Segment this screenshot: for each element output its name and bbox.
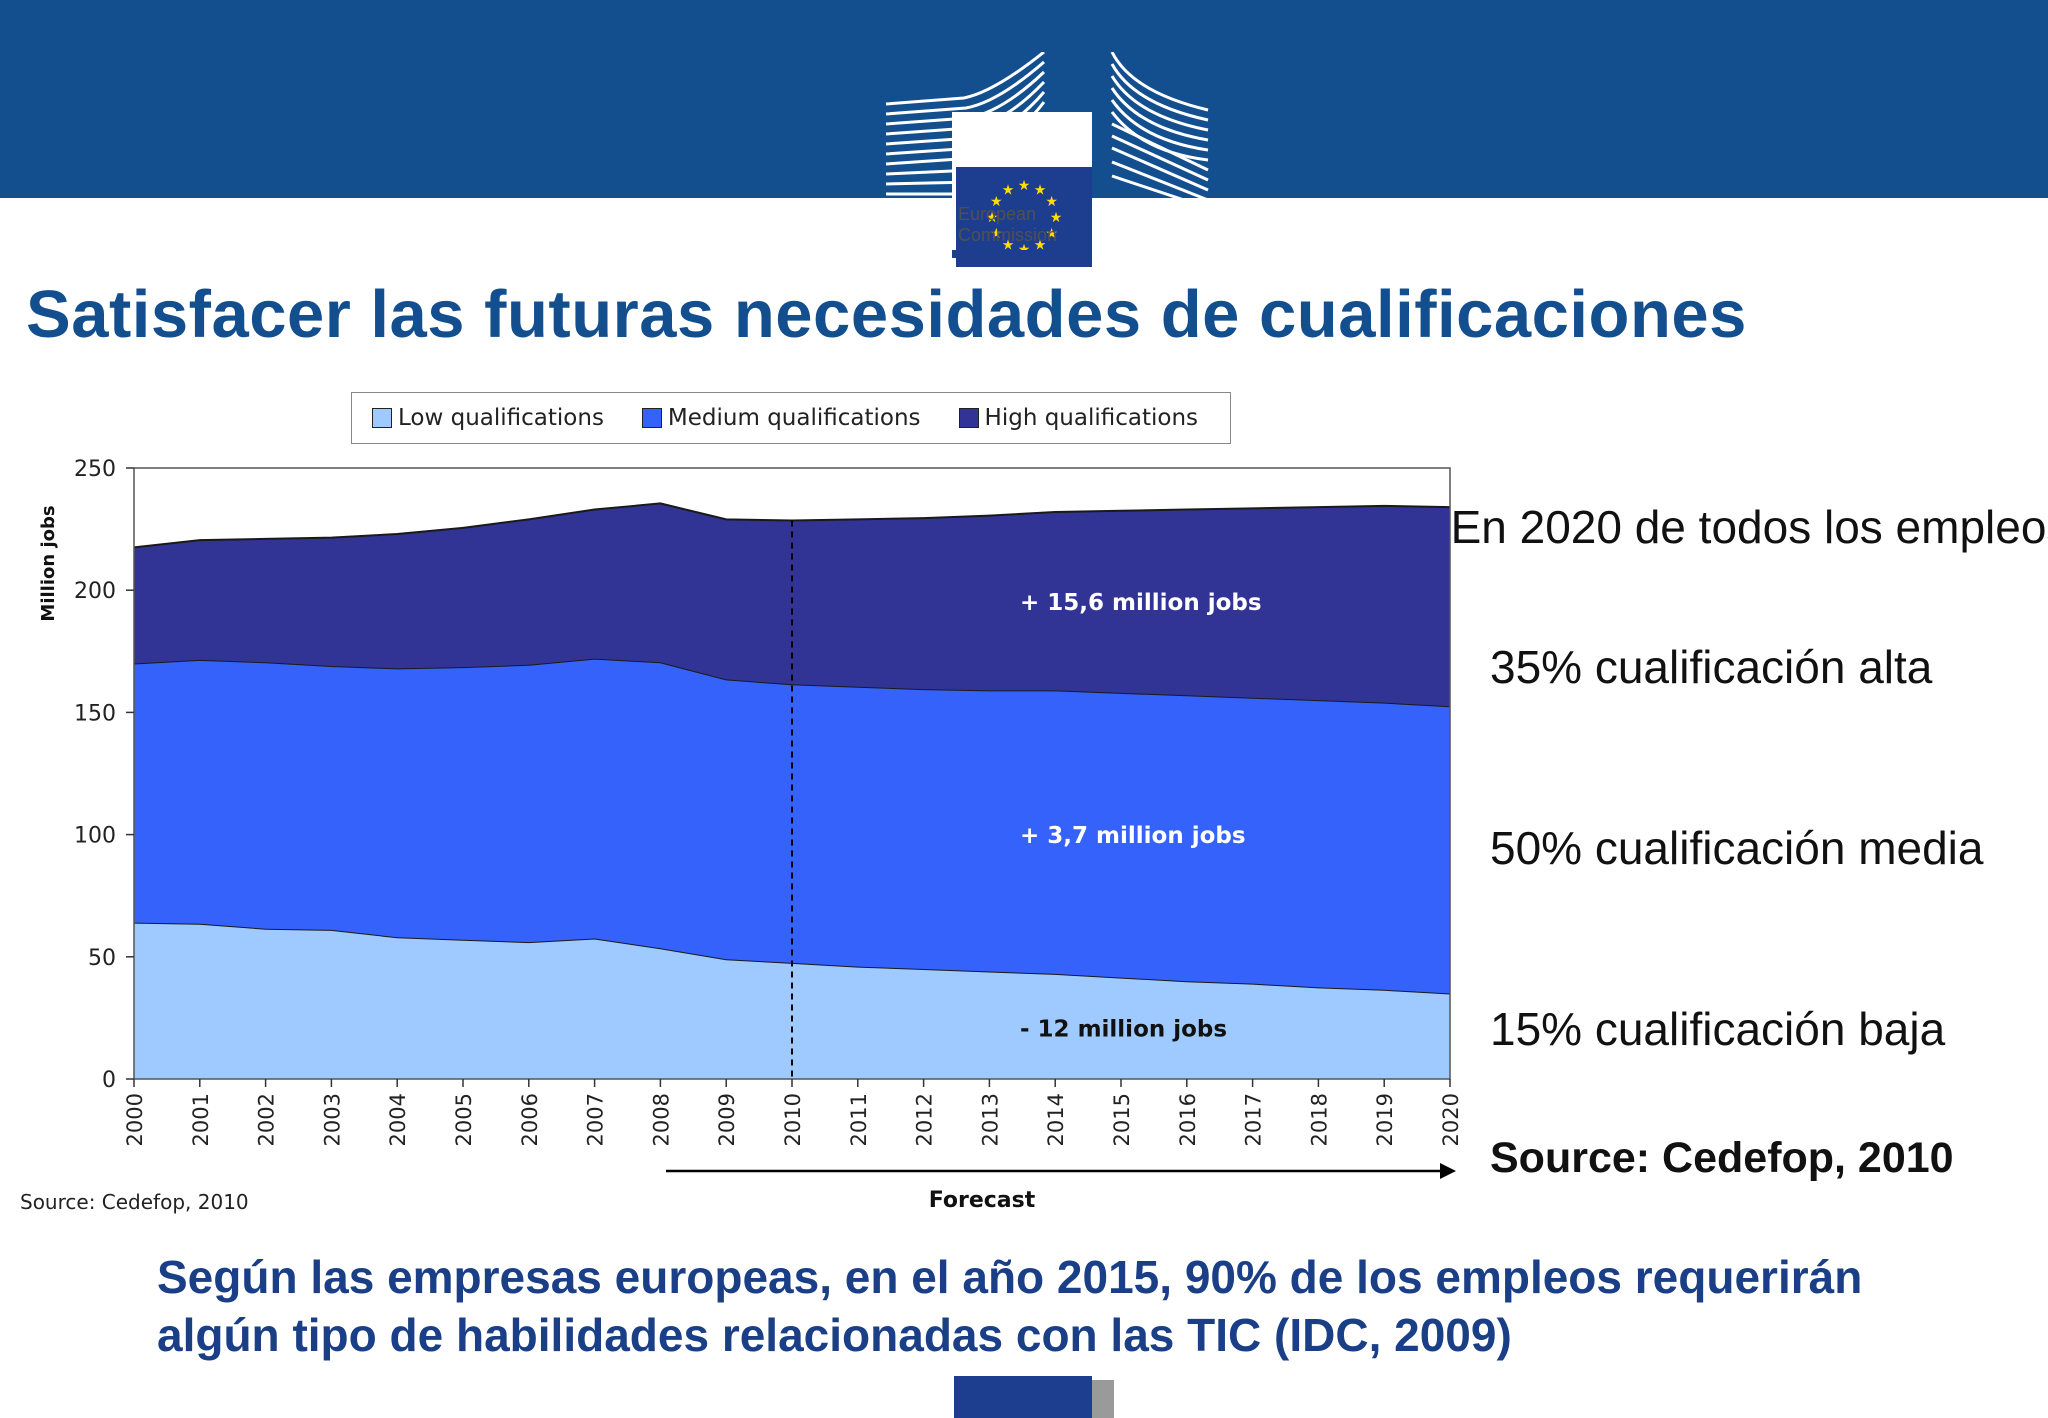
legend-item-medium: Medium qualifications [641, 405, 921, 431]
x-tick-label: 2007 [584, 1093, 608, 1146]
y-tick-label: 200 [74, 579, 116, 604]
x-tick-label: 2012 [913, 1093, 937, 1146]
x-tick-label: 2004 [386, 1093, 410, 1146]
logo-text-line-1: European [958, 204, 1037, 224]
x-tick-label: 2019 [1373, 1093, 1397, 1146]
side-source: Source: Cedefop, 2010 [1490, 1134, 1954, 1182]
logo-underline [952, 250, 1092, 258]
legend-item-high: High qualifications [958, 405, 1199, 431]
side-line-low: 15% cualificación baja [1490, 1003, 1946, 1055]
stacked-area-chart: 0 50 100 150 200 250 Million jobs 2000 2001 2002 2… [38, 457, 1463, 1213]
eu-star-icon: ★ [1034, 182, 1047, 198]
x-tick-label: 2010 [781, 1093, 805, 1146]
logo-text: European Commission [958, 204, 1094, 246]
y-axis-label: Million jobs [38, 505, 59, 621]
side-line-medium: 50% cualificación media [1490, 822, 1984, 874]
x-tick-label: 2001 [189, 1093, 213, 1146]
ec-logo: ★★★★★★★★★★★★ European Commission [884, 52, 1212, 310]
area-series-high [134, 503, 1450, 707]
forecast-label: Forecast [929, 1188, 1036, 1213]
chart-annotation: - 12 million jobs [1020, 1016, 1227, 1042]
x-tick-label: 2013 [978, 1093, 1002, 1146]
x-tick-label: 2017 [1242, 1093, 1266, 1146]
y-tick-label: 150 [74, 701, 116, 726]
x-tick-label: 2011 [847, 1093, 871, 1146]
bottom-statement: Según las empresas europeas, en el año 2… [157, 1251, 1863, 1361]
legend-label-low: Low qualifications [398, 405, 604, 431]
legend-swatch-low [372, 408, 392, 428]
x-tick-label: 2002 [255, 1093, 279, 1146]
x-tick-label: 2000 [123, 1093, 147, 1146]
x-tick-label: 2014 [1044, 1093, 1068, 1146]
legend-label-medium: Medium qualifications [667, 405, 921, 431]
y-tick-label: 50 [88, 946, 116, 971]
footer-grey-block [1092, 1380, 1114, 1418]
logo-text-line-2: Commission [958, 225, 1058, 245]
x-tick-label: 2003 [320, 1093, 344, 1146]
chart-annotation: + 15,6 million jobs [1020, 590, 1262, 616]
eu-star-icon: ★ [990, 226, 1003, 242]
chart-annotation: + 3,7 million jobs [1020, 823, 1246, 849]
legend-swatch-medium [641, 408, 662, 428]
x-tick-label: 2008 [649, 1093, 673, 1146]
eu-star-icon: ★ [1045, 194, 1058, 210]
eu-star-icon: ★ [1018, 178, 1031, 194]
side-heading: En 2020 de todos los empleos [1450, 501, 2048, 553]
x-tick-label: 2009 [715, 1093, 739, 1146]
y-tick-label: 100 [74, 824, 116, 849]
chart-legend: Low qualifications Medium qualifications… [351, 392, 1231, 444]
area-series-low [134, 922, 1450, 1079]
chart-source-note: Source: Cedefop, 2010 [20, 1190, 249, 1214]
x-tick-label: 2020 [1439, 1093, 1463, 1146]
area-series-medium [134, 658, 1450, 994]
forecast-arrow-head-icon [1440, 1163, 1456, 1179]
eu-star-icon: ★ [1050, 210, 1063, 226]
x-tick-label: 2005 [452, 1093, 476, 1146]
side-line-high: 35% cualificación alta [1490, 641, 1933, 693]
eu-star-icon: ★ [1002, 238, 1015, 254]
legend-item-low: Low qualifications [372, 405, 604, 431]
x-tick-label: 2006 [518, 1093, 542, 1146]
eu-star-icon: ★ [990, 194, 1003, 210]
x-tick-label: 2015 [1110, 1093, 1134, 1146]
y-tick-label: 0 [102, 1068, 116, 1093]
eu-star-icon: ★ [1045, 226, 1058, 242]
x-tick-label: 2016 [1176, 1093, 1200, 1146]
eu-star-icon: ★ [1002, 182, 1015, 198]
legend-label-high: High qualifications [984, 405, 1199, 431]
y-tick-label: 250 [74, 457, 116, 482]
eu-star-icon: ★ [986, 210, 999, 226]
legend-swatch-high [958, 408, 979, 428]
footer-block [954, 1376, 1092, 1418]
eu-star-icon: ★ [1034, 238, 1047, 254]
x-tick-label: 2018 [1307, 1093, 1331, 1146]
page-title: Satisfacer las futuras necesidades de cu… [26, 277, 1747, 352]
